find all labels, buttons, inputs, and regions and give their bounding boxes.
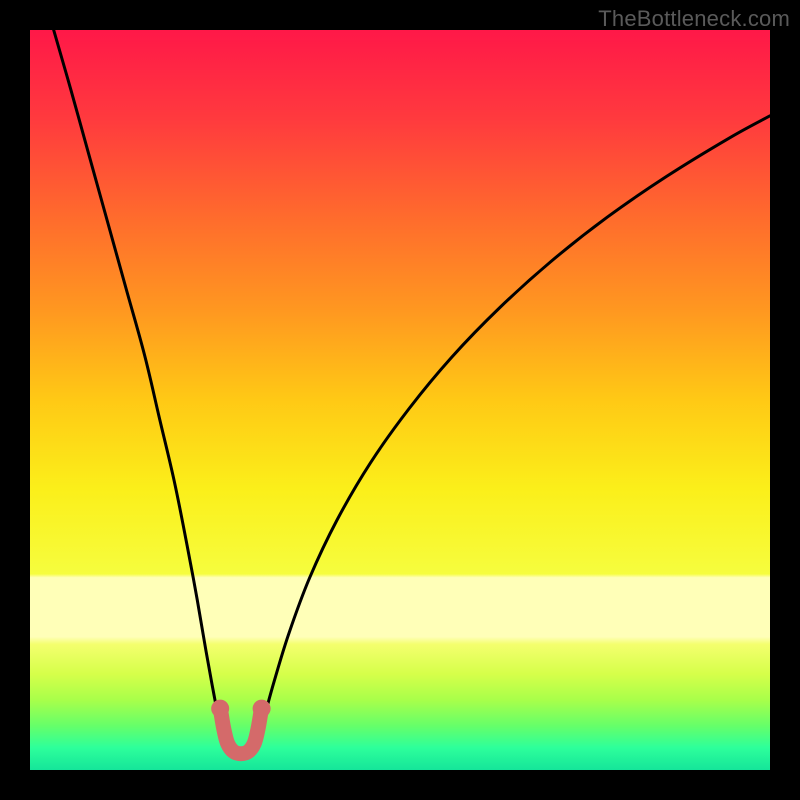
minimum-marker-dot-left [211, 700, 229, 718]
watermark-text: TheBottleneck.com [598, 6, 790, 32]
plot-svg [0, 0, 800, 800]
gradient-background [30, 30, 770, 770]
minimum-marker-dot-right [253, 700, 271, 718]
chart-stage: TheBottleneck.com [0, 0, 800, 800]
